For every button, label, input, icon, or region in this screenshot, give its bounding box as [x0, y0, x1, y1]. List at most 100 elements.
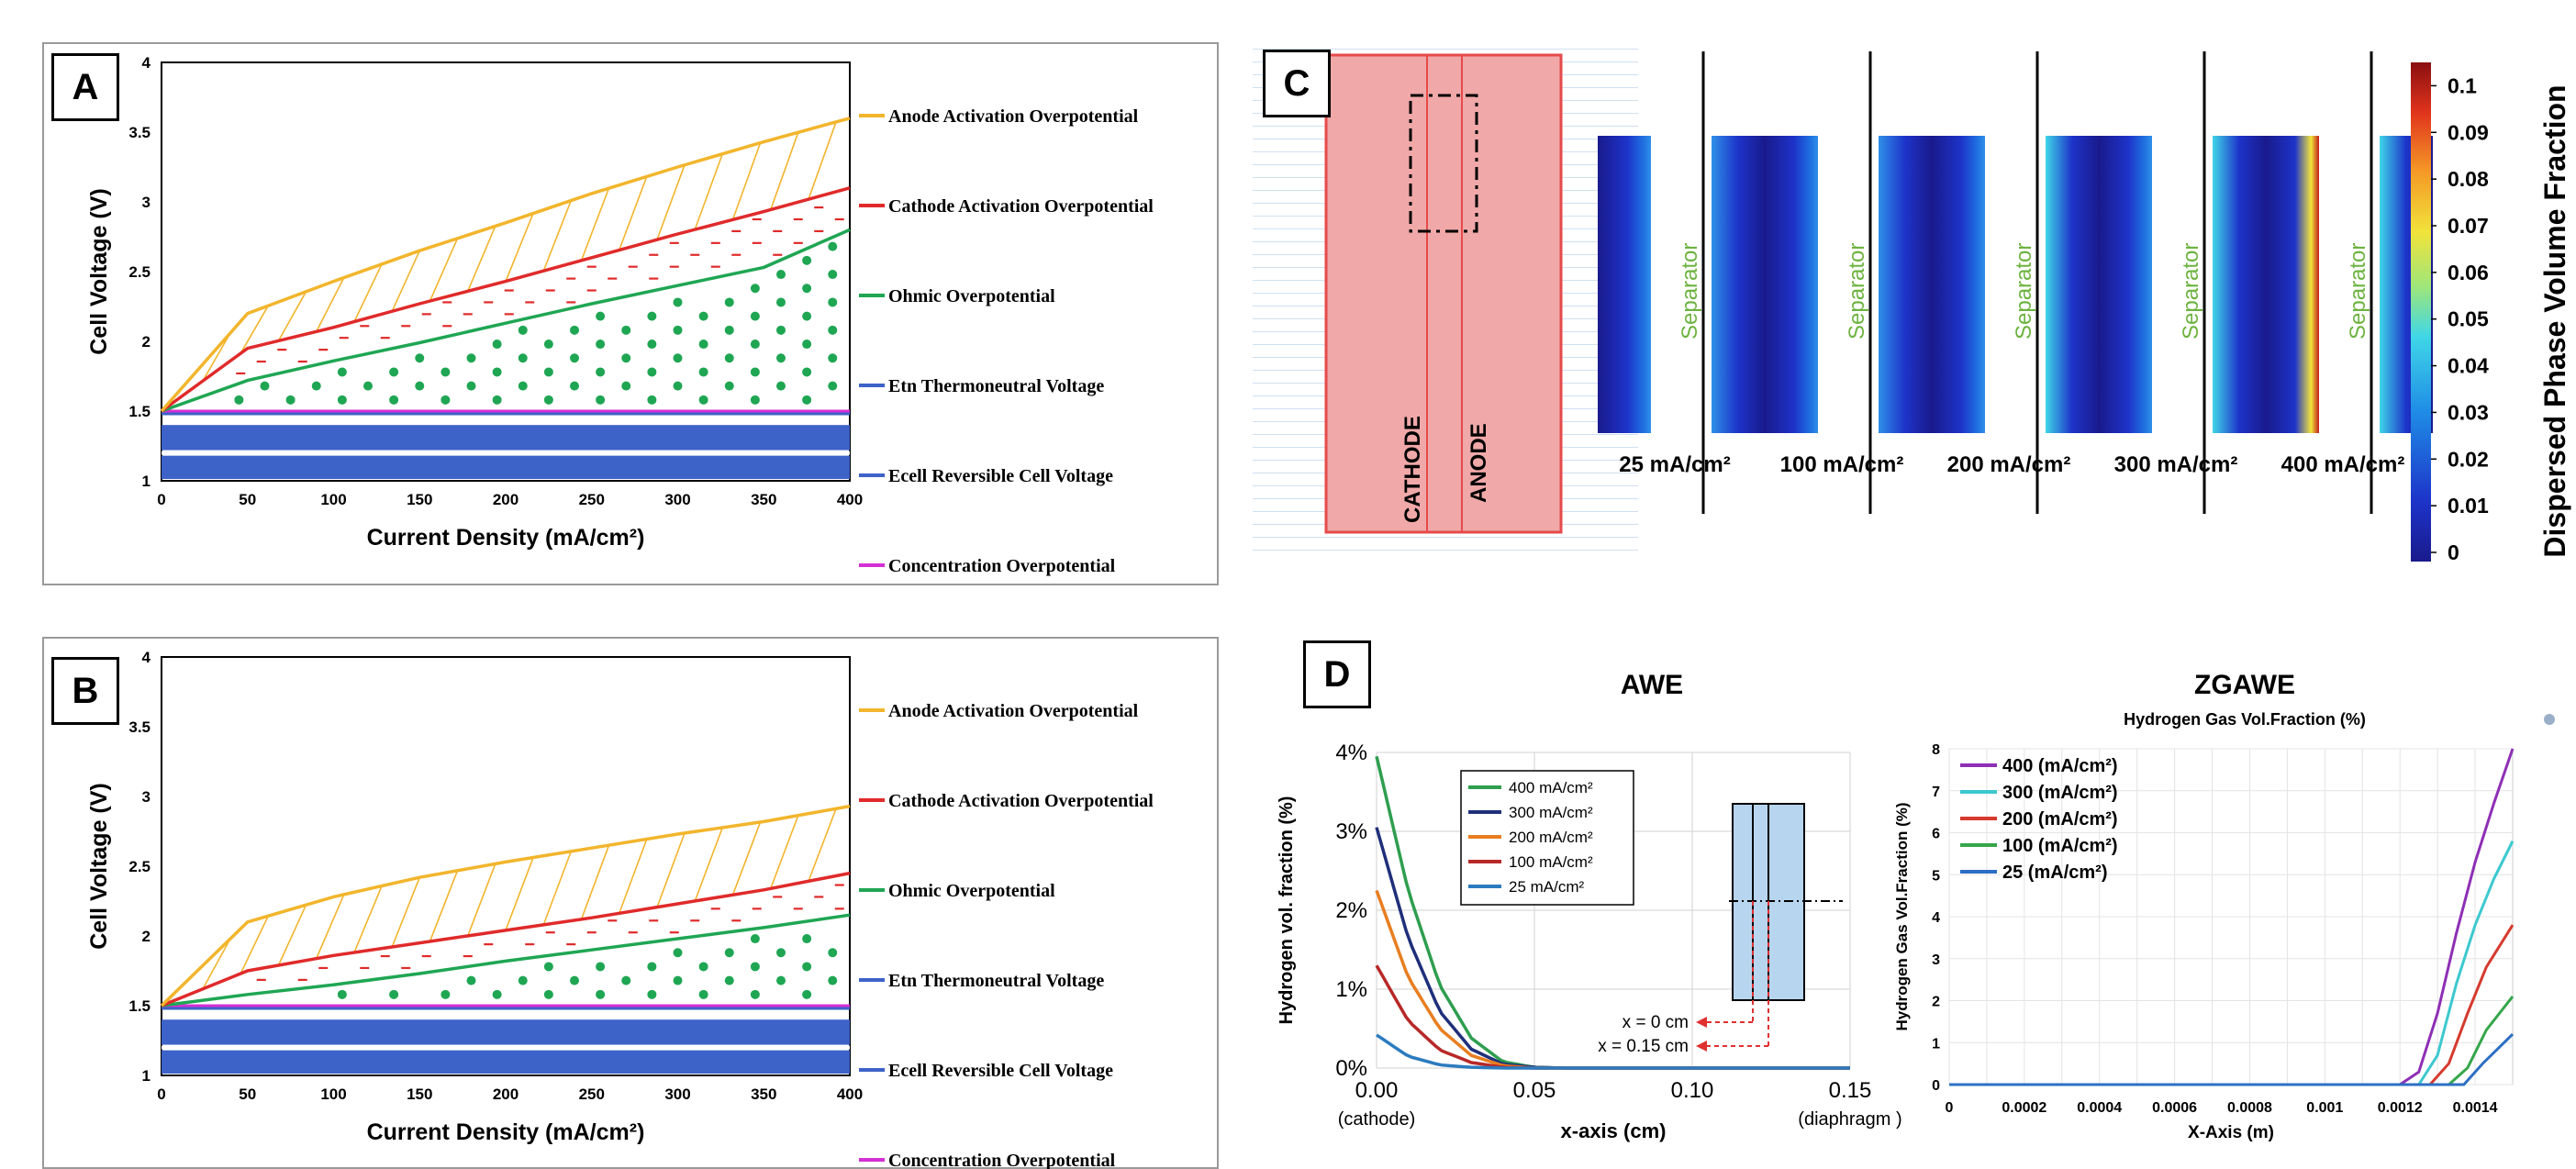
ohmic-dot — [673, 381, 683, 391]
current-density-label: 400 mA/cm² — [2281, 452, 2405, 477]
y-tick-label: 1 — [1932, 1036, 1940, 1052]
legend-label: 25 (mA/cm²) — [2002, 863, 2107, 883]
ohmic-dot — [802, 934, 812, 944]
awe-title: AWE — [1621, 670, 1683, 700]
ohmic-dot — [570, 975, 579, 985]
ohmic-overpotential-line — [161, 913, 851, 1008]
ohmic-dot — [673, 325, 683, 335]
y-axis-label: Cell Voltage (V) — [86, 783, 112, 950]
anode-hatch-line — [391, 876, 420, 948]
legend-label: 100 (mA/cm²) — [2002, 836, 2118, 856]
legend-label: Anode Activation Overpotential — [888, 701, 1139, 721]
ohmic-dot — [698, 962, 708, 972]
x-tick-label: 350 — [751, 1086, 776, 1103]
ohmic-dot — [828, 353, 838, 363]
anode-hatch-line — [656, 832, 686, 907]
x-axis-label: x-axis (cm) — [1561, 1119, 1667, 1142]
ohmic-overpotential-line — [161, 228, 851, 413]
ohmic-dot — [698, 989, 708, 999]
ohmic-dot — [776, 325, 786, 335]
reversible-voltage-band — [162, 1019, 850, 1045]
x-sub-label-diaphragm: (diaphragm ) — [1798, 1109, 1901, 1130]
ohmic-dot — [776, 975, 786, 985]
y-axis-label: Hydrogen Gas Vol.Fraction (%) — [1893, 802, 1911, 1030]
ohmic-dot — [596, 367, 606, 377]
hydrogen-fraction-strip — [2099, 136, 2152, 433]
anode-hatch-line — [770, 815, 799, 889]
ohmic-dot — [776, 948, 786, 958]
hydrogen-fraction-strip — [2266, 136, 2319, 433]
y-tick-label: 4 — [142, 54, 151, 72]
anode-hatch-line — [542, 851, 572, 926]
colorbar-tick-label: 0.1 — [2448, 73, 2477, 97]
colorbar-tick-label: 0.06 — [2448, 261, 2489, 284]
y-tick-label: 4 — [142, 649, 151, 666]
colorbar-tick-label: 0.02 — [2448, 447, 2489, 471]
ohmic-dot — [802, 962, 812, 972]
ohmic-dot — [724, 381, 734, 391]
anode-hatch-line — [316, 277, 345, 332]
ohmic-dot — [337, 395, 347, 405]
x-tick-label: 100 — [320, 1086, 346, 1103]
anode-label: ANODE — [1466, 423, 1491, 503]
ohmic-dot — [750, 934, 760, 944]
x-tick-label: 50 — [239, 491, 256, 508]
ohmic-dot — [543, 962, 553, 972]
x-tick-label: 100 — [320, 491, 346, 508]
voltage-chart-a: 0 50 100 150 200 250 300 350 400 1 1.5 2 2.5 3 3.5 4 Cur… — [86, 54, 1154, 576]
x-tick-label: 150 — [407, 491, 432, 508]
anode-hatch-line — [769, 132, 799, 210]
separator-label: Separator — [2179, 243, 2203, 340]
legend-label: Etn Thermoneutral Voltage — [888, 376, 1104, 396]
anode-hatch-line — [580, 187, 610, 262]
hydrogen-fraction-strip — [1765, 136, 1818, 433]
ohmic-dot — [311, 381, 321, 391]
ohmic-dot — [750, 340, 760, 350]
ohmic-dot — [596, 395, 606, 405]
ohmic-dot — [802, 340, 812, 350]
anode-hatch-line — [353, 885, 383, 953]
x-tick-label: 0.0012 — [2378, 1100, 2423, 1116]
x-tick-label: 0.15 — [1829, 1078, 1872, 1103]
x-tick-label: 0.0004 — [2077, 1100, 2122, 1116]
ohmic-dot — [698, 311, 708, 321]
anode-hatch-line — [240, 305, 269, 354]
ohmic-dot — [518, 975, 528, 985]
anode-hatch-line — [467, 863, 496, 937]
ohmic-dot — [828, 975, 838, 985]
legend-label: 300 (mA/cm²) — [2002, 783, 2118, 803]
ohmic-dot — [647, 962, 657, 972]
ohmic-dot — [802, 284, 812, 294]
y-tick-label: 1 — [142, 473, 151, 490]
ohmic-dot — [698, 395, 708, 405]
y-tick-label: 3.5 — [128, 124, 151, 141]
oxygen-fraction-strip — [1879, 136, 1932, 433]
colorbar-tick-label: 0.05 — [2448, 307, 2489, 331]
legend-label: 200 mA/cm² — [1509, 829, 1593, 846]
ohmic-dot — [492, 367, 502, 377]
ohmic-dot — [750, 395, 760, 405]
ohmic-dot — [724, 975, 734, 985]
panel-c-label: C — [1263, 50, 1331, 117]
ohmic-dot — [828, 948, 838, 958]
plot-area — [161, 656, 851, 1076]
ohmic-dot — [673, 948, 683, 958]
x-tick-label: 400 — [837, 491, 863, 508]
panel-b-label: B — [51, 657, 119, 725]
cathode-label: CATHODE — [1400, 416, 1425, 523]
ohmic-dot — [596, 989, 606, 999]
ohmic-dot — [828, 270, 838, 280]
y-tick-label: 0% — [1335, 1056, 1367, 1081]
colorbar-tick-label: 0.01 — [2448, 494, 2489, 518]
ohmic-dot — [802, 311, 812, 321]
voltage-chart-b: 0 50 100 150 200 250 300 350 400 1 1.5 2 2.5 3 3.5 4 Cur… — [86, 649, 1154, 1169]
ohmic-dot — [828, 381, 838, 391]
ohmic-dot — [570, 325, 579, 335]
ohmic-dot — [543, 395, 553, 405]
ohmic-dot — [673, 297, 683, 307]
hydrogen-fraction-strip — [1932, 136, 1985, 433]
legend-label: Ohmic Overpotential — [888, 286, 1055, 306]
ohmic-dot — [724, 325, 734, 335]
ohmic-dot — [285, 395, 296, 405]
ohmic-dot — [518, 381, 528, 391]
